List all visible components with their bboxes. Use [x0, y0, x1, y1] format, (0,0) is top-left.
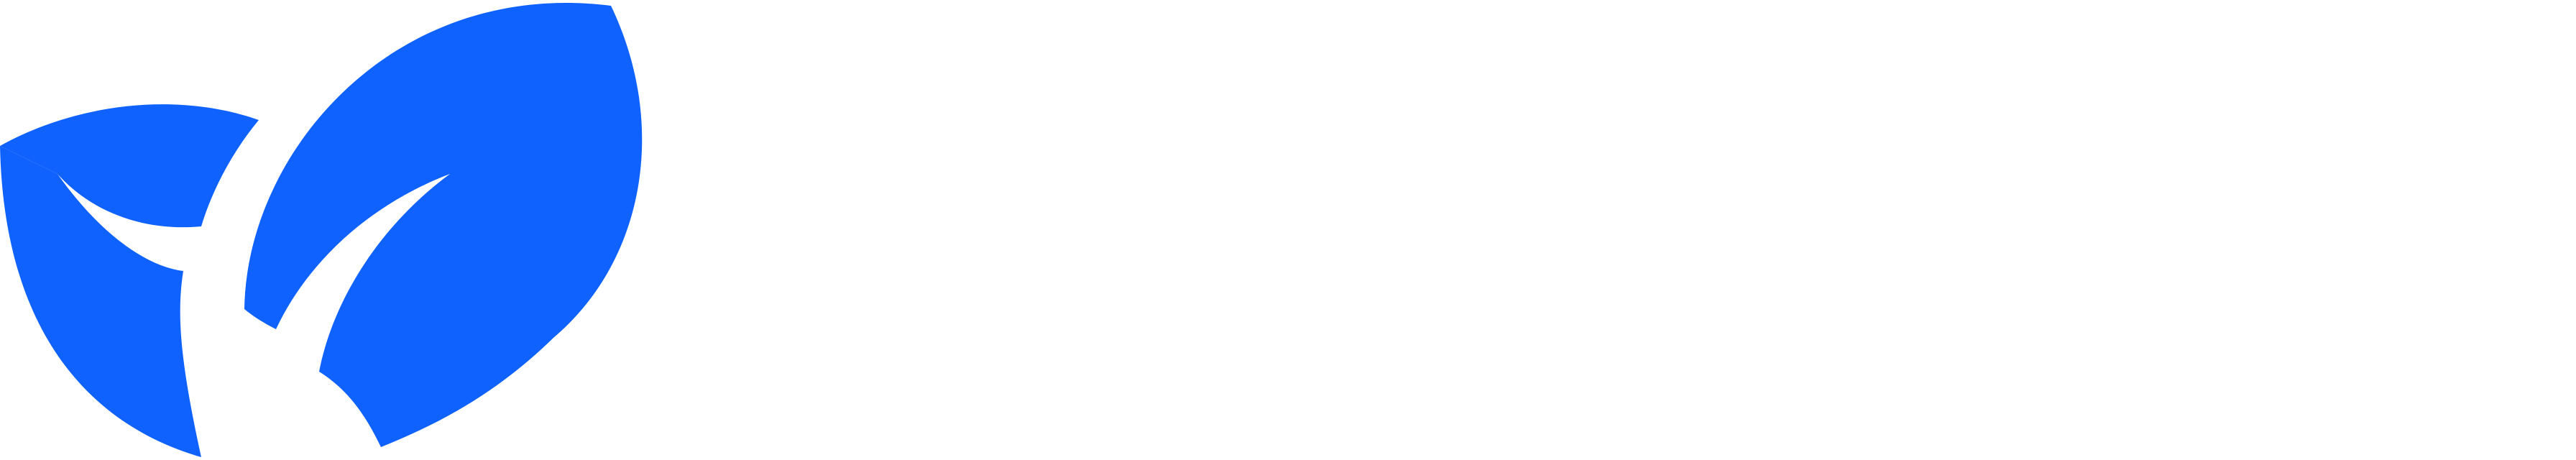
leaf-logo-icon: [0, 3, 643, 457]
leaf-left-upper-shape: [0, 104, 259, 228]
leaf-left-lower-shape: [0, 146, 201, 457]
leaf-right-body-shape: [244, 3, 643, 447]
